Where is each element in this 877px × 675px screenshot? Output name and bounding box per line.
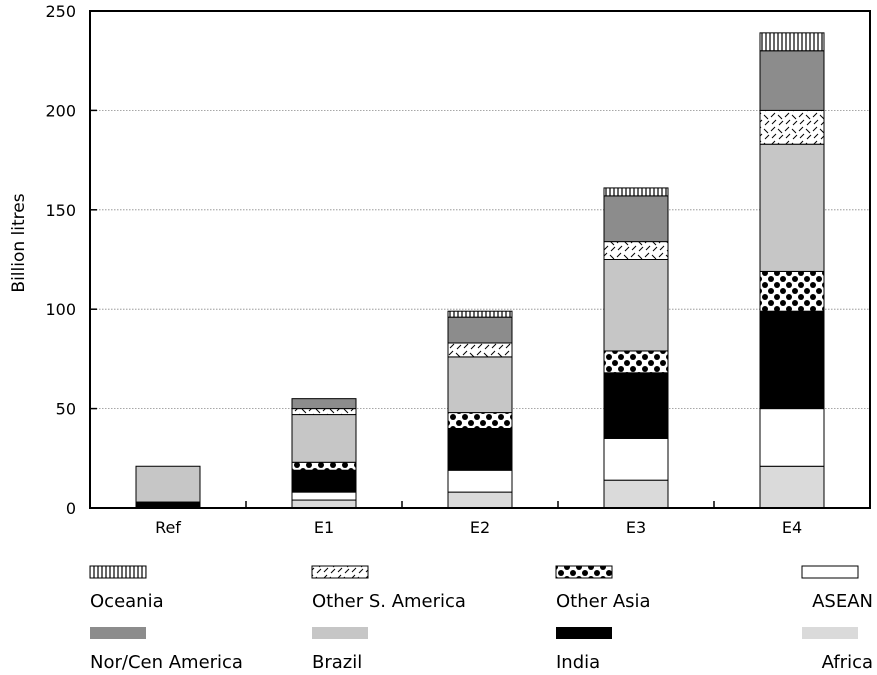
legend-swatch-nor-cen-america [90,627,146,639]
bar-segment-e2-asean [447,469,513,493]
x-tick-label-e4: E4 [782,518,802,537]
bar-segment-ref-brazil [135,465,201,503]
y-tick-label-150: 150 [45,201,76,220]
bar-segment-e1-other-s-america [291,408,357,416]
bar-segment-e2-africa [447,491,513,509]
plot-frame [89,10,871,509]
legend-label-africa: Africa [822,652,873,673]
y-tick-label-250: 250 [45,2,76,21]
bar-segment-e3-oceania [603,187,669,197]
bar-segment-e3-africa [603,479,669,509]
bar-segment-e2-other-s-america [447,342,513,358]
bar-segment-e4-brazil [759,143,825,272]
bar-segment-e1-nor-cen-america [291,398,357,410]
bar-segment-e4-asean [759,408,825,467]
bar-segment-e2-brazil [447,356,513,414]
x-tick-label-ref: Ref [155,518,181,537]
bars [135,32,825,509]
bar-segment-e2-india [447,427,513,471]
bar-segment-e2-oceania [447,310,513,318]
bar-segment-e2-nor-cen-america [447,316,513,344]
legend-label-brazil: Brazil [312,652,362,673]
x-tick-label-e1: E1 [314,518,334,537]
axes: 0 50 100 150 200 250 Ref E1 E2 E3 E4 [45,2,871,537]
legend-label-other-asia: Other Asia [556,591,651,612]
legend-swatch-other-s-america [311,565,369,579]
bar-segment-e4-africa [759,465,825,509]
legend-label-oceania: Oceania [90,591,164,612]
legend-swatch-asean [801,565,859,579]
bar-segment-e3-other-s-america [603,241,669,261]
legend-label-other-s-america: Other S. America [312,591,466,612]
legend-swatch-india [556,627,612,639]
bar-segment-e3-nor-cen-america [603,195,669,243]
bar-segment-e3-india [603,372,669,439]
legend-swatch-brazil [312,627,368,639]
bar-segment-e1-brazil [291,414,357,463]
bar-segment-e1-africa [291,499,357,509]
bar-segment-e4-india [759,310,825,410]
bar-segment-e2-other-asia [447,412,513,429]
legend-label-nor-cen-america: Nor/Cen America [90,652,243,673]
bar-segment-e3-brazil [603,259,669,352]
bar-segment-e1-other-asia [291,461,357,471]
bar-segment-e4-other-asia [759,270,825,312]
y-axis-label: Billion litres [9,193,29,292]
y-tick-label-50: 50 [56,400,76,419]
y-tick-label-100: 100 [45,300,76,319]
legend: Oceania Other S. America Other Asia ASEAN No… [89,565,873,673]
x-tick-label-e3: E3 [626,518,646,537]
x-tick-label-e2: E2 [470,518,490,537]
bar-segment-e1-asean [291,491,357,501]
y-tick-label-0: 0 [66,499,76,518]
bar-segment-e4-oceania [759,32,825,52]
y-tick-label-200: 200 [45,101,76,120]
legend-label-india: India [556,652,600,673]
legend-label-asean: ASEAN [812,591,873,612]
bar-segment-e1-india [291,469,357,493]
legend-swatch-africa [802,627,858,639]
bar-segment-e3-other-asia [603,350,669,374]
bar-segment-e3-asean [603,437,669,481]
legend-swatch-oceania [89,565,147,579]
legend-swatch-other-asia [555,565,613,579]
bar-segment-e4-other-s-america [759,109,825,145]
bar-segment-e4-nor-cen-america [759,50,825,111]
